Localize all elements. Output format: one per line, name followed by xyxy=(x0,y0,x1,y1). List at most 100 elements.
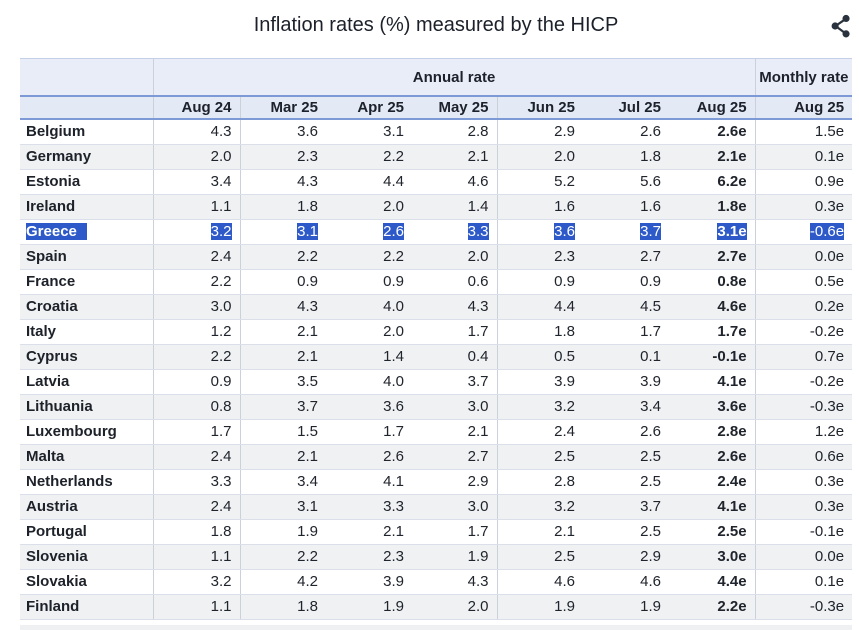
value-cell-text: 0.0e xyxy=(814,548,845,565)
value-cell: 4.4 xyxy=(497,294,583,320)
value-cell: 4.0 xyxy=(326,294,412,320)
table-row[interactable]: Portugal 1.8 1.9 2.1 1.7 2.1 2.5 2.5e -0… xyxy=(20,519,853,545)
value-cell-text: 0.9 xyxy=(297,273,318,290)
table-row[interactable]: Croatia 3.0 4.3 4.0 4.3 4.4 4.5 4.6e 0.2… xyxy=(20,294,853,320)
value-cell-text: 4.5 xyxy=(640,298,661,315)
table-row[interactable]: Ireland 1.1 1.8 2.0 1.4 1.6 1.6 1.8e 0.3… xyxy=(20,194,853,220)
table-row[interactable]: Italy 1.2 2.1 2.0 1.7 1.8 1.7 1.7e -0.2e xyxy=(20,319,853,345)
table-row[interactable]: Netherlands 3.3 3.4 4.1 2.9 2.8 2.5 2.4e… xyxy=(20,469,853,495)
country-label: Cyprus xyxy=(26,348,78,365)
value-cell-text: 0.6 xyxy=(467,273,489,290)
table-row[interactable]: Spain 2.4 2.2 2.2 2.0 2.3 2.7 2.7e 0.0e xyxy=(20,244,853,270)
table-row[interactable]: Slovakia 3.2 4.2 3.9 4.3 4.6 4.6 4.4e 0.… xyxy=(20,569,853,595)
value-cell-text: 3.6 xyxy=(554,223,575,240)
value-cell-text: 2.1 xyxy=(467,423,489,440)
value-cell-text: 1.8 xyxy=(297,198,318,215)
value-cell-text: -0.1e xyxy=(809,523,845,540)
value-cell: 2.5 xyxy=(497,544,583,570)
value-cell-text: 3.1 xyxy=(383,123,404,140)
value-cell-text: 2.6 xyxy=(640,423,661,440)
country-cell: Estonia xyxy=(20,169,154,195)
value-cell-text: 3.4 xyxy=(210,173,232,190)
value-cell: 2.1 xyxy=(240,444,326,470)
value-cell: 2.6 xyxy=(326,444,412,470)
value-cell-text: 0.2e xyxy=(814,298,845,315)
value-cell-text: 2.0 xyxy=(467,248,489,265)
monthly-value-cell: -0.3e xyxy=(755,394,853,420)
monthly-value-cell: -0.2e xyxy=(755,369,853,395)
value-cell: 2.3 xyxy=(326,544,412,570)
value-cell: 0.5 xyxy=(497,344,583,370)
value-cell-text: 3.4 xyxy=(297,473,318,490)
table-row[interactable]: Malta 2.4 2.1 2.6 2.7 2.5 2.5 2.6e 0.6e xyxy=(20,444,853,470)
monthly-value-cell: 0.0e xyxy=(755,244,853,270)
value-cell: 5.6 xyxy=(583,169,669,195)
table-row[interactable]: Lithuania 0.8 3.7 3.6 3.0 3.2 3.4 3.6e -… xyxy=(20,394,853,420)
table-row[interactable]: Austria 2.4 3.1 3.3 3.0 3.2 3.7 4.1e 0.3… xyxy=(20,494,853,520)
value-cell: 2.7 xyxy=(583,244,669,270)
value-cell-flash-estimate: 1.8e xyxy=(669,194,756,220)
value-cell-text: 1.7 xyxy=(210,423,232,440)
value-cell-text: 4.4e xyxy=(717,573,747,590)
monthly-rate-header: Monthly rate xyxy=(755,58,853,96)
value-cell-flash-estimate: 3.6e xyxy=(669,394,756,420)
value-cell: 4.3 xyxy=(240,294,326,320)
value-cell-text: 3.0 xyxy=(210,298,232,315)
value-cell-text: 1.5e xyxy=(814,123,845,140)
value-cell-text: 1.9 xyxy=(297,523,318,540)
table-row[interactable]: Germany 2.0 2.3 2.2 2.1 2.0 1.8 2.1e 0.1… xyxy=(20,144,853,170)
value-cell: 2.4 xyxy=(153,494,241,520)
table-row[interactable]: Estonia 3.4 4.3 4.4 4.6 5.2 5.6 6.2e 0.9… xyxy=(20,169,853,195)
value-cell-text: 4.2 xyxy=(297,573,318,590)
value-cell-flash-estimate: 2.8e xyxy=(669,419,756,445)
month-header-row: Aug 24 Mar 25 Apr 25 May 25 Jun 25 Jul 2… xyxy=(20,95,853,120)
table-row[interactable]: Slovenia 1.1 2.2 2.3 1.9 2.5 2.9 3.0e 0.… xyxy=(20,544,853,570)
country-cell: Greece xyxy=(20,219,154,245)
value-cell-text: -0.3e xyxy=(809,598,845,615)
table-row[interactable]: Latvia 0.9 3.5 4.0 3.7 3.9 3.9 4.1e -0.2… xyxy=(20,369,853,395)
value-cell: 1.9 xyxy=(412,544,498,570)
table-row[interactable]: France 2.2 0.9 0.9 0.6 0.9 0.9 0.8e 0.5e xyxy=(20,269,853,295)
table-row[interactable]: Greece 3.2 3.1 2.6 3.3 3.6 3.7 3.1e -0.6… xyxy=(20,219,853,245)
table-row[interactable]: Luxembourg 1.7 1.5 1.7 2.1 2.4 2.6 2.8e … xyxy=(20,419,853,445)
country-label: Belgium xyxy=(26,123,86,140)
value-cell: 0.9 xyxy=(153,369,241,395)
value-cell: 2.1 xyxy=(412,144,498,170)
monthly-value-cell: 0.3e xyxy=(755,494,853,520)
value-cell: 1.4 xyxy=(412,194,498,220)
monthly-value-cell: 0.6e xyxy=(755,444,853,470)
value-cell: 2.3 xyxy=(240,144,326,170)
value-cell: 2.6 xyxy=(326,219,412,245)
value-cell-text: 3.2 xyxy=(210,573,232,590)
share-button[interactable] xyxy=(828,12,854,38)
next-section-edge xyxy=(20,625,852,630)
country-cell: Latvia xyxy=(20,369,154,395)
value-cell-text: 4.6 xyxy=(554,573,575,590)
value-cell-text: 2.2 xyxy=(297,548,318,565)
table-row[interactable]: Finland 1.1 1.8 1.9 2.0 1.9 1.9 2.2e -0.… xyxy=(20,594,853,620)
value-cell: 1.6 xyxy=(497,194,583,220)
blank-header-cell xyxy=(20,95,154,120)
table-row[interactable]: Belgium 4.3 3.6 3.1 2.8 2.9 2.6 2.6e 1.5… xyxy=(20,119,853,145)
monthly-value-cell: 0.9e xyxy=(755,169,853,195)
value-cell-text: 4.3 xyxy=(297,298,318,315)
value-cell-text: 2.4 xyxy=(210,498,232,515)
value-cell-text: 3.7 xyxy=(467,373,489,390)
value-cell-flash-estimate: -0.1e xyxy=(669,344,756,370)
value-cell-text: 2.9 xyxy=(467,473,489,490)
value-cell-text: 4.0 xyxy=(383,298,404,315)
value-cell: 2.4 xyxy=(153,444,241,470)
value-cell: 5.2 xyxy=(497,169,583,195)
value-cell-text: 3.7 xyxy=(640,498,661,515)
value-cell-text: 0.9 xyxy=(210,373,232,390)
table-row[interactable]: Cyprus 2.2 2.1 1.4 0.4 0.5 0.1 -0.1e 0.7… xyxy=(20,344,853,370)
country-cell: Malta xyxy=(20,444,154,470)
value-cell-text: -0.2e xyxy=(809,323,845,340)
value-cell: 4.4 xyxy=(326,169,412,195)
value-cell: 1.7 xyxy=(326,419,412,445)
value-cell: 3.4 xyxy=(153,169,241,195)
value-cell-text: 2.2 xyxy=(210,348,232,365)
country-label: France xyxy=(26,273,76,290)
value-cell-text: 1.9 xyxy=(467,548,489,565)
value-cell: 4.3 xyxy=(412,294,498,320)
